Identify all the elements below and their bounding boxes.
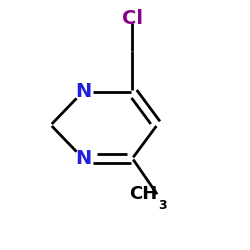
Text: N: N <box>75 149 91 168</box>
Text: N: N <box>75 82 91 101</box>
Text: 3: 3 <box>158 199 167 212</box>
Text: Cl: Cl <box>122 9 143 28</box>
Text: CH: CH <box>129 185 157 203</box>
